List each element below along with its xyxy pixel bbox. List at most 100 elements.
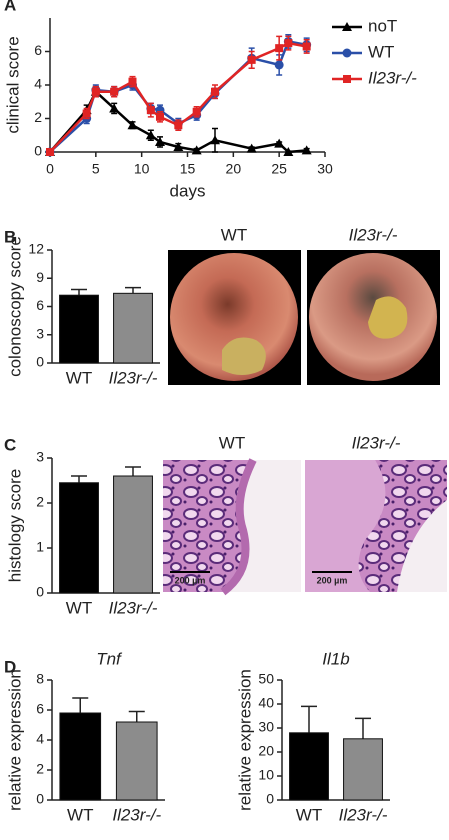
error-bar bbox=[71, 288, 87, 296]
scale-bar-label: 200 µm bbox=[317, 575, 348, 585]
y-tick-label: 2 bbox=[34, 109, 42, 125]
marker bbox=[211, 87, 219, 96]
y-axis-label: histology score bbox=[5, 469, 24, 582]
y-tick-label: 50 bbox=[258, 671, 274, 687]
legend-marker bbox=[343, 75, 351, 83]
y-tick-label: 6 bbox=[36, 701, 44, 717]
y-tick-label: 0 bbox=[36, 791, 44, 807]
legend-marker bbox=[342, 22, 352, 31]
error-bar bbox=[128, 710, 145, 722]
y-tick-label: 12 bbox=[28, 241, 44, 257]
y-tick-label: 4 bbox=[36, 731, 44, 747]
legend-label: Il23r-/- bbox=[368, 68, 417, 87]
marker bbox=[128, 77, 137, 86]
x-tick-label: WT bbox=[296, 805, 322, 824]
marker bbox=[275, 44, 284, 53]
marker bbox=[246, 143, 257, 153]
x-axis-label: days bbox=[170, 181, 206, 200]
y-tick-label: 2 bbox=[36, 761, 44, 777]
y-tick-label: 4 bbox=[34, 76, 42, 92]
marker bbox=[174, 121, 183, 130]
marker bbox=[110, 87, 119, 96]
y-tick-label: 0 bbox=[36, 354, 44, 370]
panel-letter: D bbox=[4, 657, 16, 676]
marker bbox=[91, 87, 100, 96]
y-axis-label: relative expression bbox=[235, 669, 254, 811]
x-tick-label: WT bbox=[66, 368, 92, 387]
chart-title: Il1b bbox=[322, 649, 349, 668]
x-tick-label: 5 bbox=[92, 161, 100, 177]
image-label: WT bbox=[219, 433, 245, 452]
bar bbox=[59, 294, 99, 364]
y-tick-label: 0 bbox=[36, 584, 44, 600]
y-tick-label: 3 bbox=[36, 325, 44, 341]
x-tick-label: 20 bbox=[226, 161, 242, 177]
panel-letter: C bbox=[4, 435, 16, 454]
marker bbox=[146, 106, 155, 115]
x-tick-label: Il23r-/- bbox=[112, 805, 161, 824]
error-bar bbox=[72, 697, 89, 713]
y-tick-label: 3 bbox=[36, 449, 44, 465]
y-tick-label: 2 bbox=[36, 494, 44, 510]
y-tick-label: 40 bbox=[258, 695, 274, 711]
x-tick-label: WT bbox=[67, 805, 93, 824]
endoscopy-images bbox=[168, 250, 440, 385]
y-tick-label: 20 bbox=[258, 743, 274, 759]
marker bbox=[109, 103, 120, 113]
legend-label: WT bbox=[368, 42, 394, 61]
marker bbox=[283, 147, 294, 156]
y-tick-label: 6 bbox=[36, 297, 44, 313]
y-axis-label: relative expression bbox=[5, 669, 24, 811]
marker bbox=[127, 120, 138, 130]
bar bbox=[59, 482, 99, 594]
error-bar bbox=[301, 705, 317, 733]
series-line bbox=[49, 40, 307, 153]
marker bbox=[191, 145, 202, 155]
y-tick-label: 0 bbox=[34, 143, 42, 159]
x-tick-label: WT bbox=[66, 598, 92, 617]
legend-marker bbox=[342, 48, 352, 58]
y-tick-label: 8 bbox=[36, 671, 44, 687]
error-bar bbox=[125, 286, 141, 294]
marker bbox=[247, 55, 256, 64]
marker bbox=[274, 60, 284, 70]
image-label: Il23r-/- bbox=[349, 225, 398, 244]
y-tick-label: 0 bbox=[266, 791, 274, 807]
legend-label: noT bbox=[368, 16, 397, 35]
error-bar bbox=[71, 475, 87, 483]
marker bbox=[173, 141, 184, 151]
bar bbox=[59, 712, 102, 801]
marker bbox=[210, 135, 220, 145]
bar bbox=[113, 292, 153, 364]
marker bbox=[302, 42, 311, 51]
scale-bar-label: 200 µm bbox=[175, 575, 206, 585]
panel-letter: A bbox=[4, 0, 16, 14]
error-bar bbox=[125, 466, 141, 476]
bar bbox=[289, 732, 329, 801]
marker bbox=[156, 112, 164, 121]
bar bbox=[343, 738, 383, 801]
x-tick-label: 25 bbox=[271, 161, 287, 177]
x-tick-label: Il23r-/- bbox=[109, 368, 158, 387]
x-tick-label: 30 bbox=[317, 161, 333, 177]
bar bbox=[115, 721, 158, 801]
image-label: Il23r-/- bbox=[352, 433, 401, 452]
marker bbox=[301, 145, 312, 155]
marker bbox=[284, 39, 293, 48]
y-tick-label: 1 bbox=[36, 539, 44, 555]
image-label: WT bbox=[221, 225, 247, 244]
x-tick-label: 10 bbox=[134, 161, 150, 177]
marker bbox=[145, 130, 156, 140]
x-tick-label: 15 bbox=[180, 161, 196, 177]
marker bbox=[155, 136, 165, 146]
marker bbox=[46, 148, 54, 156]
marker bbox=[274, 138, 285, 148]
y-axis-label: colonoscopy score bbox=[5, 236, 24, 377]
x-tick-label: Il23r-/- bbox=[339, 805, 388, 824]
y-tick-label: 6 bbox=[34, 42, 42, 58]
series-line bbox=[49, 41, 307, 153]
marker bbox=[82, 109, 91, 118]
histology-images bbox=[163, 458, 447, 596]
y-tick-label: 9 bbox=[36, 269, 44, 285]
